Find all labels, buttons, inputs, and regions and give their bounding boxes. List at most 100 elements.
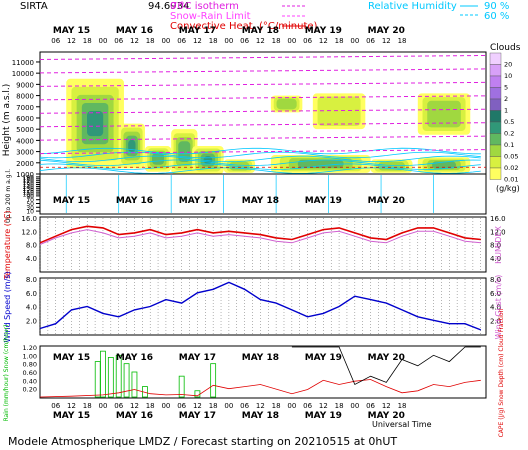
precip-content (39, 346, 481, 398)
hour-label: 00 (161, 402, 170, 410)
rh-contour (39, 159, 481, 167)
colorbar: Clouds 20 10 5 2 1 0.5 0.2 0.1 0.05 0.02 0.01 (g/k… (489, 43, 521, 193)
ytick-label-right: 8.0 (490, 276, 501, 284)
rh-contour (39, 147, 481, 155)
colorbar-label: 0.01 (504, 176, 518, 184)
wind-grid (39, 279, 481, 334)
hour-label: 06 (240, 402, 249, 410)
ytick-label: 6.0 (26, 290, 37, 298)
colorbar-title: Clouds (490, 43, 521, 53)
cape-ylabel: CAPE (J/g) Snow Depth (cm) Cloud Fractio… (498, 308, 505, 437)
ytick-label: 9000 (16, 81, 34, 89)
ytick-label: 190 (23, 174, 35, 181)
series-line (39, 229, 481, 245)
ytick-label: 140 (23, 184, 35, 191)
cloud-ylabel2: Up to 200 m a.g.l. (5, 169, 12, 223)
hour-label: 06 (240, 37, 249, 45)
colorbar-cell (489, 133, 502, 146)
hour-label: 12 (193, 37, 202, 45)
day-label: MAY 15 (53, 196, 90, 206)
hour-label: 06 (303, 402, 312, 410)
cloud-cell (427, 100, 461, 128)
colorbar-cell (489, 75, 502, 88)
ytick-label: 0.60 (23, 369, 37, 377)
day-label: MAY 19 (305, 411, 342, 421)
ytick-label: 150 (23, 182, 35, 189)
ytick-label: 160 (23, 180, 35, 187)
series-line (39, 281, 482, 331)
day-label: MAY 17 (179, 411, 216, 421)
hour-label: 18 (209, 37, 218, 45)
precip-panel: 0.200.400.600.801.001.20 Rain (mm/hour) … (3, 308, 505, 437)
cloud-fraction-line (291, 346, 481, 386)
ytick-label: 0.40 (23, 377, 37, 385)
isotherm-line (39, 108, 487, 114)
legend-rh-label: Relative Humidity (368, 1, 457, 12)
ytick-label: 90 (26, 193, 34, 200)
colorbar-cell (489, 52, 502, 65)
day-label: MAY 16 (116, 411, 153, 421)
hour-label: 06 (177, 402, 186, 410)
colorbar-cell (489, 121, 502, 134)
ytick-label: 10 (26, 209, 34, 216)
day-label: MAY 19 (305, 196, 342, 206)
hour-label: 12 (382, 402, 391, 410)
day-label: MAY 18 (242, 26, 279, 36)
isotherm-line (39, 95, 487, 101)
hour-label: 06 (114, 37, 123, 45)
precip-y-ticks: 0.200.400.600.801.001.20 (23, 344, 37, 394)
precip-panel-frame (39, 345, 487, 399)
day-label: MAY 15 (53, 411, 90, 421)
colorbar-label: 0.05 (504, 153, 518, 161)
ytick-label-right: 16.0 (490, 215, 506, 223)
legend-snowrain-label: Snow-Rain Limit (170, 11, 251, 22)
wind-ylabel: Wind Speed (m/s) (3, 271, 12, 342)
day-label: MAY 15 (53, 353, 90, 363)
rh-contour (39, 155, 481, 163)
day-label: MAY 15 (53, 26, 90, 36)
day-label: MAY 20 (368, 26, 405, 36)
isotherm-line (39, 81, 487, 87)
hour-label: 18 (272, 402, 281, 410)
hour-label: 12 (256, 402, 265, 410)
colorbar-cell (489, 98, 502, 111)
rain-bar (100, 350, 106, 398)
legend-isotherm-label: 0 °C isotherm (170, 1, 239, 12)
hour-label: 12 (130, 37, 139, 45)
hour-label: 00 (224, 402, 233, 410)
ytick-label: 170 (23, 178, 35, 185)
ytick-label-right: 2.0 (490, 317, 501, 325)
isotherm-line (39, 135, 487, 141)
cloud-cell (128, 139, 136, 153)
ytick-label: 8.0 (26, 276, 37, 284)
hour-label: 00 (99, 37, 108, 45)
ytick-label: 11000 (12, 59, 34, 67)
forecast-title: Modele Atmospherique LMDZ / Forecast sta… (8, 435, 397, 448)
colorbar-label: 0.5 (504, 118, 514, 126)
hour-label: 00 (161, 37, 170, 45)
ytick-label-right: 8.0 (490, 242, 501, 250)
ytick-label-right: 4.0 (490, 255, 501, 263)
day-label: MAY 18 (242, 353, 279, 363)
day-label: MAY 20 (368, 411, 405, 421)
rain-bar (178, 375, 185, 398)
isotherm-line (39, 122, 487, 128)
ytick-label-right: 4.0 (490, 304, 501, 312)
hour-label: 12 (382, 37, 391, 45)
wind-panel-frame (39, 277, 487, 336)
hour-label: 06 (51, 402, 60, 410)
ytick-label-right: 6.0 (490, 290, 501, 298)
hour-label: 18 (335, 402, 344, 410)
hour-label: 18 (398, 37, 407, 45)
temperature-panel: 4.0 4.0 8.0 8.0 12.0 12.0 16.0 16.0 Temperature… (3, 210, 506, 280)
ytick-label: 12.0 (21, 228, 37, 236)
colorbar-cell (489, 144, 502, 157)
site-name: SIRTA (20, 1, 48, 12)
cape-line (39, 379, 481, 398)
gust-ylabel: Wind Gust (m/s) (494, 275, 503, 340)
rain-bar (210, 363, 217, 398)
ytick-label: 2.0 (26, 317, 37, 325)
hour-label: 06 (114, 402, 123, 410)
ytick-label: 1000 (16, 171, 34, 179)
